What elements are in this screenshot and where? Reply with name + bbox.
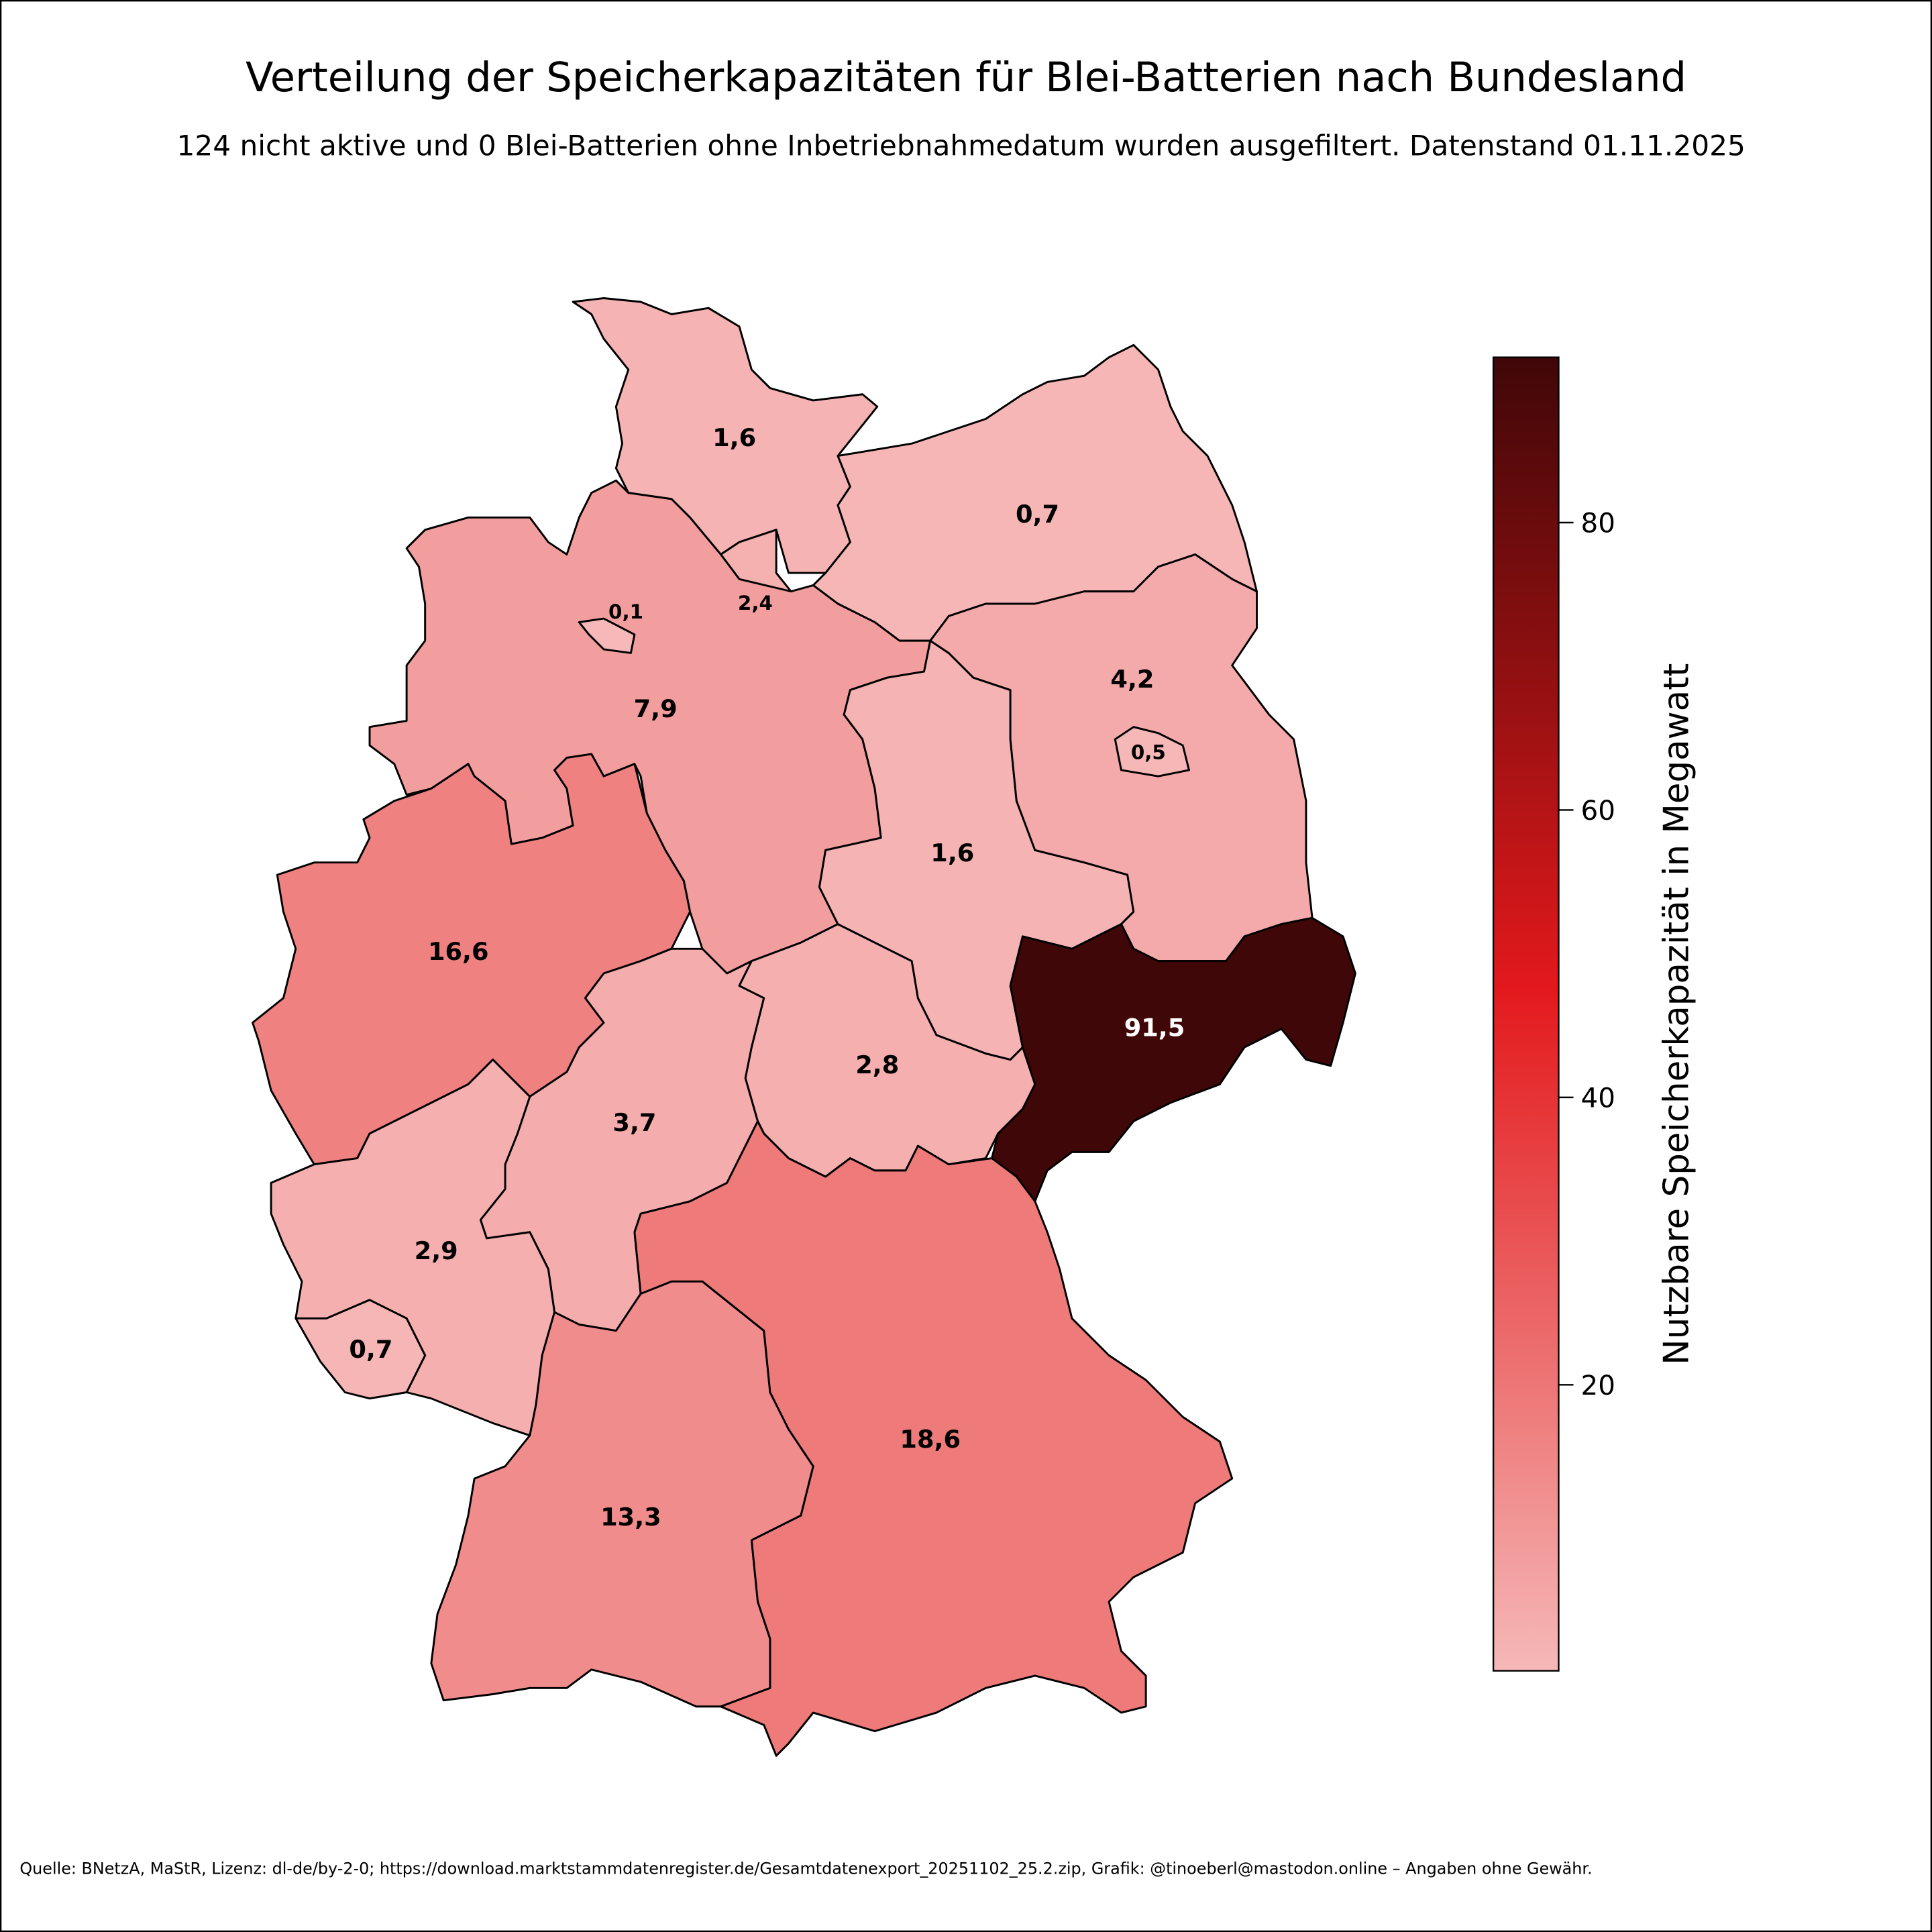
map-germany xyxy=(252,297,1356,1757)
region-value-label: 2,4 xyxy=(738,592,773,614)
region-value-label: 0,7 xyxy=(1016,500,1059,529)
region-labels: 1,6 2,4 0,7 7,9 0,1 16,6 3,7 2,8 1,6 4,2 0,5 91,5 2,… xyxy=(349,423,1185,1532)
region-shape xyxy=(578,617,636,654)
colorbar-tick-label: 60 xyxy=(1581,794,1615,826)
region-shape xyxy=(1114,726,1190,777)
region-value-label: 0,5 xyxy=(1131,741,1166,763)
region-value-label: 0,7 xyxy=(349,1335,392,1364)
region-value-label: 0,1 xyxy=(608,600,643,623)
region-value-label: 91,5 xyxy=(1124,1014,1185,1042)
region-value-label: 3,7 xyxy=(612,1108,656,1137)
colorbar-tick-label: 80 xyxy=(1581,507,1615,539)
chart-title: Verteilung der Speicherkapazitäten für B… xyxy=(246,54,1686,101)
region-value-label: 16,6 xyxy=(428,937,489,966)
region-value-label: 2,8 xyxy=(855,1051,899,1079)
region-shape xyxy=(294,1299,427,1400)
region-value-label: 18,6 xyxy=(900,1425,961,1454)
colorbar-tick-label: 20 xyxy=(1581,1369,1615,1401)
region-value-label: 1,6 xyxy=(712,423,756,452)
region-value-label: 7,9 xyxy=(634,694,678,723)
colorbar-label: Nutzbare Speicherkapazität in Megawatt xyxy=(1656,663,1697,1365)
region-shape xyxy=(633,1120,1234,1757)
region-value-label: 4,2 xyxy=(1110,665,1154,694)
colorbar-gradient xyxy=(1492,356,1560,1672)
footer-source: Quelle: BNetzA, MaStR, Lizenz: dl-de/by-… xyxy=(19,1860,1592,1878)
chart-subtitle: 124 nicht aktive und 0 Blei-Batterien oh… xyxy=(176,129,1745,162)
colorbar: 20 40 60 80 xyxy=(1492,356,1615,1672)
region-shape xyxy=(252,753,692,1166)
region-value-label: 13,3 xyxy=(600,1503,661,1532)
region-value-label: 2,9 xyxy=(415,1236,458,1265)
region-value-label: 1,6 xyxy=(930,839,974,867)
colorbar-tick-label: 40 xyxy=(1581,1082,1615,1114)
